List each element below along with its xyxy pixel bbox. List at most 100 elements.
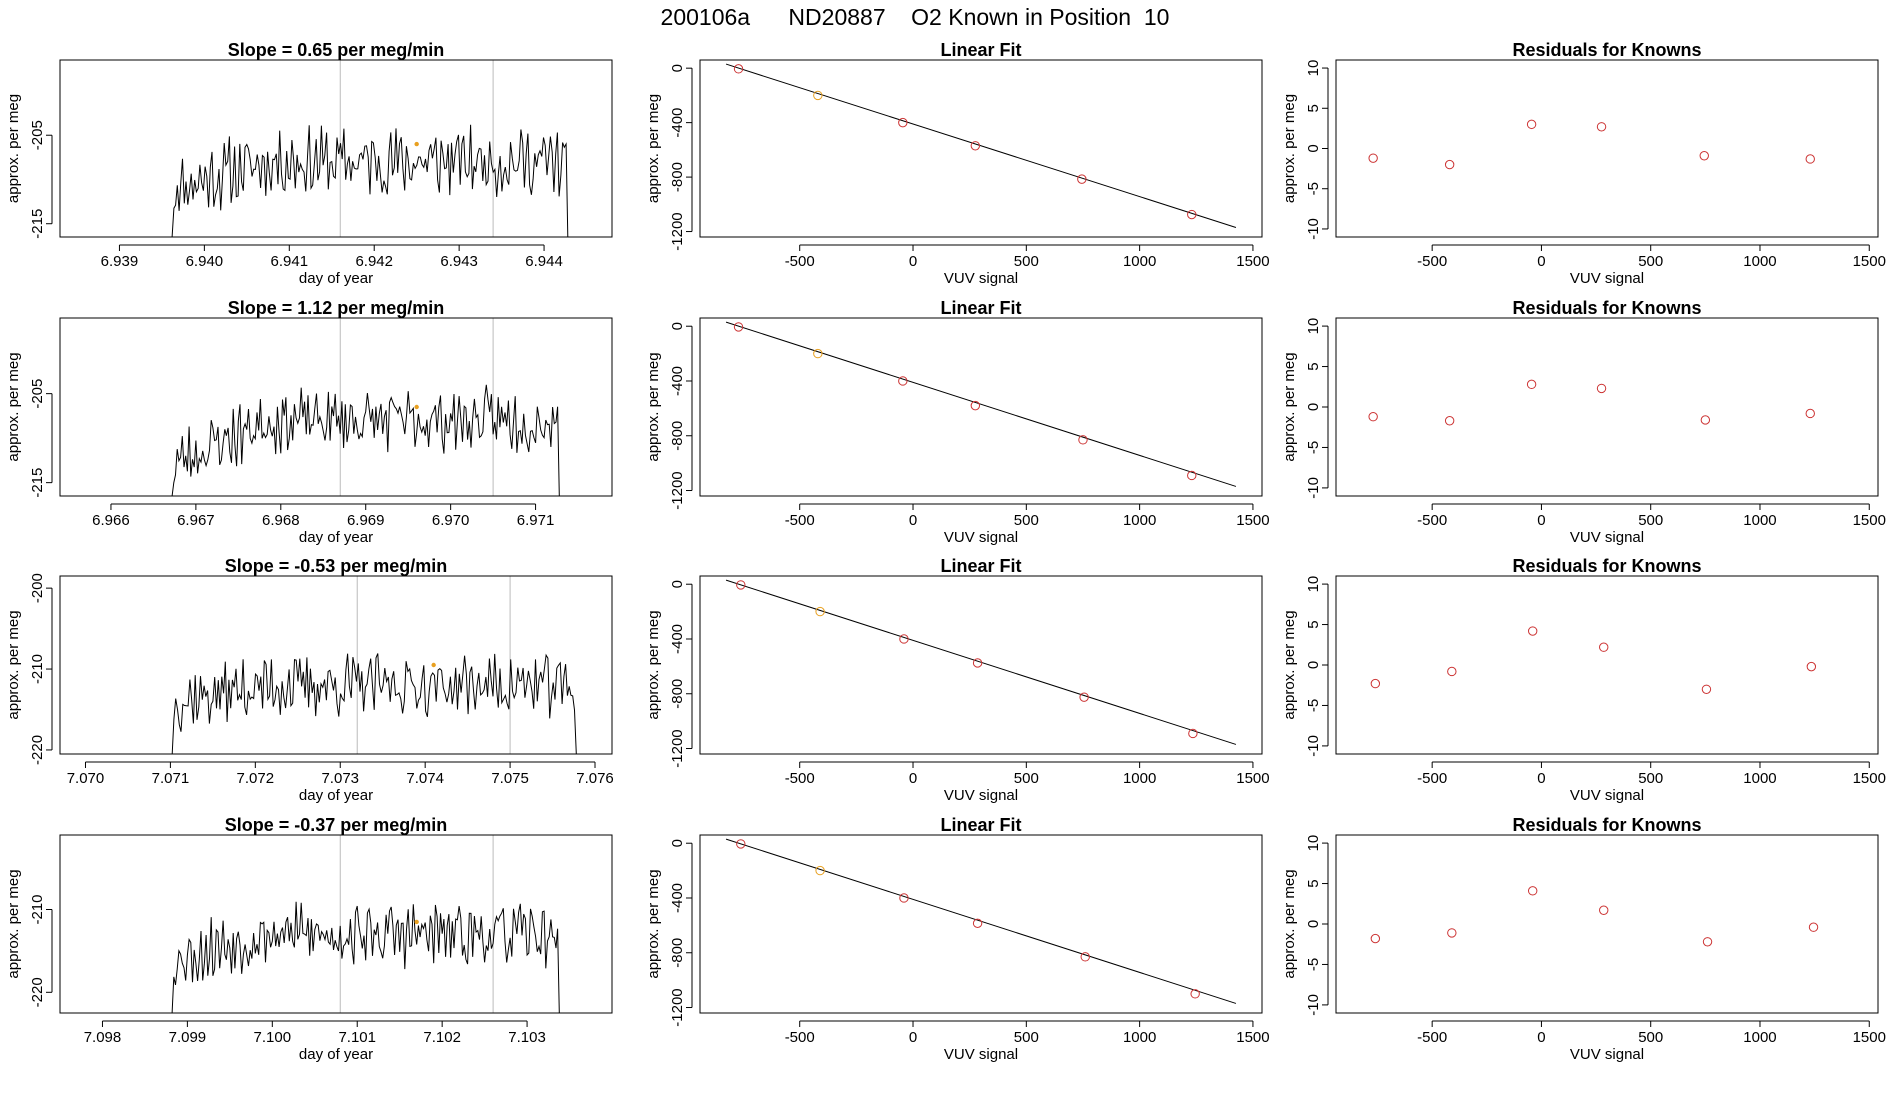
chart-panel-9: Residuals for Knowns -500 0 500 1000 1500 VUV … [1281,40,1886,287]
x-tick-label: 0 [1537,253,1545,270]
chart-panel-8: Linear Fit -500 0 500 1000 1500 VUV signal 0 -40… [645,815,1270,1063]
data-point [972,918,983,929]
x-tick-label: 1000 [1743,512,1776,529]
fit-line [725,63,1237,228]
x-tick-label: 7.071 [152,770,190,787]
x-tick-label: -500 [785,253,815,270]
chart-panel-7: Linear Fit -500 0 500 1000 1500 VUV signal 0 -40… [645,556,1270,804]
x-tick-label: 500 [1638,770,1663,787]
y-tick-label: -400 [669,366,686,396]
x-tick-label: 6.971 [517,512,555,529]
data-point [1699,151,1709,161]
x-tick-label: 6.941 [271,253,309,270]
plot-frame [699,575,1263,755]
x-tick-label: 1000 [1123,1029,1156,1046]
y-axis-label: approx. per meg [1281,869,1298,978]
y-tick-label: -215 [29,209,46,239]
plot-area [170,60,570,237]
panel-title: Linear Fit [940,298,1021,318]
plot-area [1368,119,1815,170]
plot-area [725,63,1237,228]
x-tick-label: 6.968 [262,512,300,529]
highlight-point [414,404,419,410]
data-point [1370,678,1381,689]
x-axis-label: VUV signal [944,1046,1018,1063]
x-tick-label: 1000 [1123,253,1156,270]
x-axis-label: VUV signal [1570,1046,1644,1063]
y-tick-label: 5 [1305,104,1322,112]
y-tick-label: 0 [1305,661,1322,669]
y-tick-label: 0 [669,839,686,847]
highlight-point [813,90,823,101]
x-tick-label: 7.099 [169,1029,207,1046]
data-point [736,839,746,849]
x-axis-label: VUV signal [944,787,1018,804]
x-tick-label: 1000 [1743,770,1776,787]
x-tick-label: 6.939 [101,253,139,270]
y-tick-label: 0 [1305,920,1322,928]
x-tick-label: 6.940 [186,253,224,270]
data-point [899,634,909,644]
data-point [1188,728,1198,739]
x-tick-label: 1000 [1123,512,1156,529]
plot-area [1368,379,1815,426]
chart-panel-6: Linear Fit -500 0 500 1000 1500 VUV signal 0 -40… [645,298,1270,546]
data-point [1447,928,1457,938]
y-axis-label: approx. per meg [1281,94,1298,203]
data-trace [170,901,561,1013]
chart-panel-12: Residuals for Knowns -500 0 500 1000 1500 VUV … [1281,815,1886,1063]
x-tick-label: 0 [909,512,917,529]
plot-frame [1335,59,1879,238]
x-tick-label: 500 [1014,253,1039,270]
plot-frame [1335,317,1879,497]
plot-frame [699,834,1263,1014]
y-tick-label: -205 [29,120,46,150]
y-tick-label: -10 [1305,994,1322,1016]
y-axis-label: approx. per meg [645,94,662,203]
data-point [972,658,983,668]
y-tick-label: -5 [1305,441,1322,454]
x-tick-label: 1000 [1743,1029,1776,1046]
data-point [1808,922,1819,932]
plot-area [1370,886,1819,947]
data-point [1368,153,1378,163]
data-point [1527,886,1538,896]
x-tick-label: 1500 [1853,512,1886,529]
x-axis-label: day of year [299,1046,373,1063]
panel-title: Linear Fit [940,815,1021,835]
data-point [1526,379,1537,390]
x-tick-label: 1000 [1743,253,1776,270]
x-tick-label: -500 [1417,770,1447,787]
x-tick-label: 500 [1014,512,1039,529]
y-tick-label: -220 [29,735,46,765]
chart-panels: Slope = 0.65 per meg/min 6.939 6.940 6.941 6… [5,40,1886,1063]
y-tick-label: 5 [1305,879,1322,887]
x-tick-label: 6.970 [432,512,470,529]
y-axis-label: approx. per meg [645,869,662,978]
y-tick-label: 0 [669,322,686,330]
y-tick-label: 0 [669,580,686,588]
y-tick-label: -800 [669,421,686,451]
highlight-point [431,662,436,668]
x-tick-label: 1500 [1853,770,1886,787]
panel-title: Residuals for Knowns [1512,298,1701,318]
y-axis-label: approx. per meg [1281,610,1298,719]
chart-panel-4: Slope = -0.37 per meg/min 7.098 7.099 7.100… [5,815,613,1063]
y-axis-label: approx. per meg [1281,352,1298,461]
panel-title: Residuals for Knowns [1512,556,1701,576]
highlight-point [813,348,823,359]
x-tick-label: 7.073 [321,770,359,787]
data-point [899,893,909,903]
x-axis-label: day of year [299,787,373,804]
x-tick-label: 6.966 [92,512,130,529]
y-tick-label: -1200 [669,988,686,1026]
y-tick-label: -400 [669,883,686,913]
data-point [1370,933,1381,944]
data-point [1444,416,1455,426]
y-tick-label: 0 [1305,403,1322,411]
x-tick-label: 1500 [1853,1029,1886,1046]
y-tick-label: -800 [669,938,686,968]
x-tick-label: -500 [785,770,815,787]
x-tick-label: 6.969 [347,512,385,529]
x-axis-label: VUV signal [1570,529,1644,546]
